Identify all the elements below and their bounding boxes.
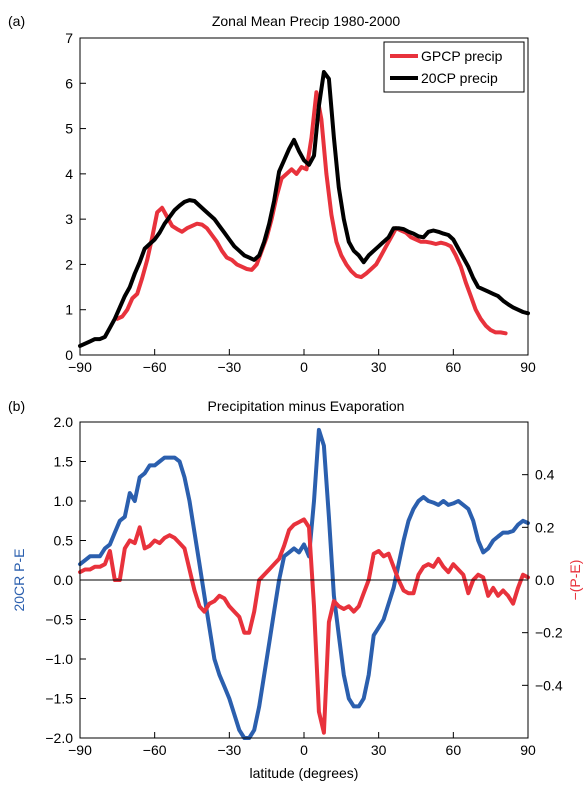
panel-a-legend: GPCP precip 20CP precip xyxy=(383,41,525,93)
panel-a-y-tick-label: 7 xyxy=(65,30,73,46)
panel-a-y-tick-label: 4 xyxy=(65,166,73,182)
panel-a-x-tick-label: −90 xyxy=(68,359,92,375)
panel-b-x-ticks: −90 −60 −30 0 30 60 90 xyxy=(68,732,536,758)
panel-b-x-tick-label: −90 xyxy=(68,742,92,758)
panel-a-y-tick-label: 6 xyxy=(65,75,73,91)
panel-b-left-y-tick-label: −1.0 xyxy=(45,651,73,667)
panel-a-y-tick-label: 5 xyxy=(65,121,73,137)
panel-a-series-gpcp-line xyxy=(115,90,508,336)
legend-label-gpcp: GPCP precip xyxy=(421,48,503,64)
panel-b-x-tick-label: 60 xyxy=(446,742,462,758)
panel-b-series-blue-line xyxy=(78,427,530,740)
panel-b-series-group xyxy=(78,427,530,740)
panel-b-x-tick-label: 30 xyxy=(371,742,387,758)
panel-a-x-tick-label: 90 xyxy=(520,359,536,375)
panel-b-right-y-tick-label: 0.4 xyxy=(535,467,555,483)
panel-b-right-y-ticks: −0.4 −0.2 0.0 0.2 0.4 xyxy=(522,467,563,693)
panel-a-x-tick-label: 60 xyxy=(446,359,462,375)
panel-a: (a) Zonal Mean Precip 1980-2000 −90 −60 −3… xyxy=(8,13,536,375)
legend-label-20cp: 20CP precip xyxy=(421,70,498,86)
panel-a-x-tick-label: 30 xyxy=(371,359,387,375)
panel-b-title: Precipitation minus Evaporation xyxy=(208,398,405,414)
panel-b-left-y-tick-label: −2.0 xyxy=(45,730,73,746)
panel-b-right-y-tick-label: −0.2 xyxy=(535,625,563,641)
panel-b-left-y-ticks: −2.0 −1.5 −1.0 −0.5 0.0 0.5 1.0 1.5 2.0 xyxy=(45,414,86,746)
panel-a-x-tick-label: −30 xyxy=(217,359,241,375)
panel-a-series-group xyxy=(78,70,530,348)
panel-a-x-tick-label: 0 xyxy=(300,359,308,375)
legend-box xyxy=(383,41,525,93)
panel-b-right-y-tick-label: 0.2 xyxy=(535,519,555,535)
panel-b-left-y-tick-label: 1.5 xyxy=(54,454,74,470)
panel-b-x-label: latitude (degrees) xyxy=(250,765,359,781)
panel-b-left-y-label: 20CR P-E xyxy=(11,548,27,611)
panel-b-left-y-tick-label: 2.0 xyxy=(54,414,74,430)
panel-a-y-ticks: 0 1 2 3 4 5 6 7 xyxy=(65,30,86,363)
panel-b-right-y-tick-label: 0.0 xyxy=(535,572,555,588)
panel-a-label: (a) xyxy=(8,13,25,29)
panel-b-x-tick-label: 0 xyxy=(300,742,308,758)
panel-a-y-tick-label: 0 xyxy=(65,347,73,363)
panel-a-x-tick-label: −60 xyxy=(143,359,167,375)
panel-b-left-y-tick-label: −1.5 xyxy=(45,691,73,707)
panel-a-title: Zonal Mean Precip 1980-2000 xyxy=(212,13,401,29)
panel-b-left-y-tick-label: 0.5 xyxy=(54,533,74,549)
panel-a-y-tick-label: 3 xyxy=(65,211,73,227)
panel-a-y-tick-label: 1 xyxy=(65,302,73,318)
panel-a-series-20cp-line xyxy=(78,70,530,348)
panel-b-series-red-line xyxy=(78,517,530,735)
panel-b-x-tick-label: −30 xyxy=(217,742,241,758)
panel-a-y-tick-label: 2 xyxy=(65,256,73,272)
panel-b-x-tick-label: −60 xyxy=(143,742,167,758)
panel-a-x-ticks: −90 −60 −30 0 30 60 90 xyxy=(68,349,536,375)
panel-b-left-y-tick-label: −0.5 xyxy=(45,612,73,628)
panel-b-x-tick-label: 90 xyxy=(520,742,536,758)
panel-b-left-y-tick-label: 0.0 xyxy=(54,572,74,588)
panel-b-right-y-tick-label: −0.4 xyxy=(535,677,563,693)
panel-b-label: (b) xyxy=(8,398,25,414)
panel-b: (b) Precipitation minus Evaporation −90−… xyxy=(8,398,583,781)
panel-b-right-y-label: −(P-E) xyxy=(567,560,583,601)
panel-b-left-y-tick-label: 1.0 xyxy=(54,493,74,509)
